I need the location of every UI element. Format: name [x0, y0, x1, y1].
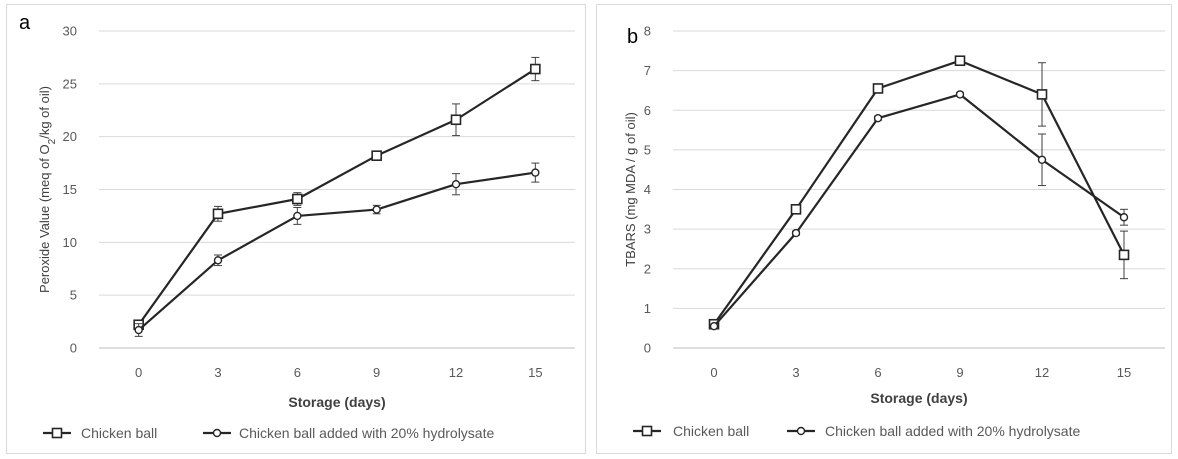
y-tick-label: 8: [644, 24, 651, 39]
data-point-square: [531, 65, 540, 74]
x-tick-label: 12: [1035, 365, 1049, 380]
y-axis-title: Peroxide Value (meq of O2/kg of oil): [37, 86, 58, 293]
chart-panel-a: a 0 5 10 15 20 25 30 0 3 6 9 12 15 Storage (days) Perox…: [6, 4, 586, 454]
data-point-square: [956, 56, 965, 65]
y-tick-label: 10: [63, 235, 77, 250]
y-tick-label: 30: [63, 24, 77, 39]
y-tick-label: 1: [644, 301, 651, 316]
data-point-circle: [711, 323, 718, 330]
data-point-circle: [453, 181, 460, 188]
data-point-square: [293, 195, 302, 204]
x-tick-label: 3: [214, 365, 221, 380]
legend-marker-square: [643, 427, 652, 436]
panel-label: b: [627, 26, 638, 48]
series-line-1: [139, 69, 536, 325]
x-tick-label: 15: [528, 365, 542, 380]
series-line-2: [714, 94, 1124, 326]
legend-marker-circle: [214, 430, 221, 437]
x-tick-label: 0: [135, 365, 142, 380]
chart-a-svg: a 0 5 10 15 20 25 30 0 3 6 9 12 15 Storage (days) Perox…: [7, 5, 587, 455]
chart-panel-b: b 0 1 2 3 4 5 6 7 8 0 3 6 9 12 15 Storage (days) TBARS (m…: [596, 4, 1172, 454]
data-point-circle: [793, 230, 800, 237]
data-point-square: [214, 209, 223, 218]
data-point-circle: [957, 91, 964, 98]
data-point-circle: [532, 169, 539, 176]
y-tick-label: 20: [63, 129, 77, 144]
series-line-2: [139, 173, 536, 330]
x-tick-label: 12: [449, 365, 463, 380]
data-point-circle: [215, 257, 222, 264]
data-point-square: [1120, 250, 1129, 259]
y-tick-label: 6: [644, 103, 651, 118]
y-tick-label: 0: [70, 341, 77, 356]
y-axis-title-part: Peroxide Value (meq of O: [37, 144, 52, 293]
x-tick-label: 6: [294, 365, 301, 380]
y-tick-label: 25: [63, 76, 77, 91]
data-point-circle: [135, 327, 142, 334]
y-axis-title: TBARS (mg MDA / g of oil): [623, 112, 638, 267]
x-tick-label: 15: [1117, 365, 1131, 380]
legend-label: Chicken ball added with 20% hydrolysate: [825, 423, 1080, 439]
x-axis-title: Storage (days): [870, 390, 967, 406]
x-tick-label: 3: [792, 365, 799, 380]
x-tick-label: 6: [874, 365, 881, 380]
data-point-square: [372, 151, 381, 160]
x-axis-title: Storage (days): [288, 394, 385, 410]
y-tick-label: 2: [644, 261, 651, 276]
y-tick-label: 3: [644, 222, 651, 237]
x-tick-label: 9: [373, 365, 380, 380]
legend-marker-square: [53, 429, 62, 438]
y-tick-label: 5: [644, 142, 651, 157]
data-point-circle: [373, 206, 380, 213]
y-axis-title-part: /kg of oil): [37, 86, 52, 139]
y-axis-title-part: TBARS (mg MDA / g of oil): [623, 112, 638, 267]
x-tick-label: 0: [710, 365, 717, 380]
data-point-circle: [294, 212, 301, 219]
y-tick-label: 0: [644, 341, 651, 356]
legend-marker-circle: [798, 428, 805, 435]
y-tick-label: 15: [63, 182, 77, 197]
y-tick-label: 5: [70, 288, 77, 303]
data-point-circle: [1039, 156, 1046, 163]
data-point-circle: [1121, 214, 1128, 221]
data-point-square: [452, 115, 461, 124]
y-tick-label: 4: [644, 182, 651, 197]
series-line-1: [714, 61, 1124, 325]
data-point-square: [874, 84, 883, 93]
legend-label: Chicken ball added with 20% hydrolysate: [239, 425, 494, 441]
panel-label: a: [19, 12, 31, 34]
data-point-square: [792, 205, 801, 214]
legend-label: Chicken ball: [673, 423, 749, 439]
legend-label: Chicken ball: [81, 425, 157, 441]
data-point-circle: [875, 115, 882, 122]
x-tick-label: 9: [956, 365, 963, 380]
data-point-square: [1038, 90, 1047, 99]
y-tick-label: 7: [644, 63, 651, 78]
